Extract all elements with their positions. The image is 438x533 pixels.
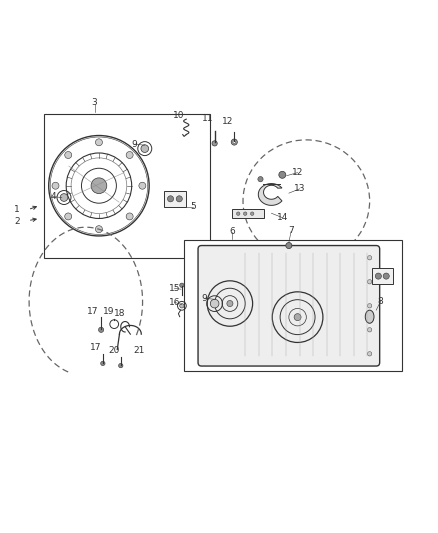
Text: 9: 9 [131,140,137,149]
Text: 14: 14 [277,213,288,222]
Circle shape [367,352,372,356]
Text: 2: 2 [14,217,20,226]
Circle shape [176,196,182,202]
Text: 1: 1 [14,205,20,214]
Circle shape [139,182,146,189]
Circle shape [286,243,292,248]
Ellipse shape [365,310,374,323]
Circle shape [212,141,217,146]
Text: 21: 21 [134,346,145,355]
Text: 9: 9 [202,294,208,303]
Polygon shape [258,183,282,205]
Circle shape [227,301,233,306]
Circle shape [375,273,381,279]
Circle shape [126,151,133,158]
Circle shape [180,304,184,308]
Text: 6: 6 [229,227,235,236]
Text: 10: 10 [173,111,184,120]
Text: 15: 15 [169,284,180,293]
Circle shape [91,178,107,193]
FancyBboxPatch shape [164,190,186,207]
Circle shape [367,304,372,308]
Text: 18: 18 [114,309,125,318]
Text: 11: 11 [201,114,213,123]
Circle shape [141,145,148,152]
Text: 17: 17 [87,306,98,316]
Circle shape [99,327,104,333]
Circle shape [126,213,133,220]
Circle shape [383,273,389,279]
Circle shape [60,193,68,201]
FancyBboxPatch shape [184,240,403,372]
Text: 12: 12 [222,117,233,126]
FancyBboxPatch shape [232,209,264,219]
Circle shape [180,283,184,287]
Text: 7: 7 [288,226,294,235]
Circle shape [251,212,254,215]
Circle shape [65,151,72,158]
Text: 5: 5 [190,202,196,211]
Text: 16: 16 [169,298,180,307]
Circle shape [279,171,286,179]
Circle shape [258,176,263,182]
Circle shape [244,212,247,215]
Circle shape [231,139,237,145]
Circle shape [233,141,236,143]
Text: 20: 20 [109,346,120,355]
Text: 13: 13 [294,184,306,193]
Text: 4: 4 [50,192,56,201]
Circle shape [367,328,372,332]
Circle shape [119,364,123,368]
Text: 3: 3 [92,98,97,107]
Circle shape [167,196,173,202]
Circle shape [210,300,219,308]
Text: 17: 17 [90,343,102,352]
FancyBboxPatch shape [372,268,393,284]
Text: 8: 8 [378,297,383,306]
Circle shape [237,212,240,215]
Circle shape [367,280,372,284]
Circle shape [52,182,59,189]
Circle shape [101,361,105,366]
Text: 12: 12 [292,168,303,177]
Circle shape [367,256,372,260]
FancyBboxPatch shape [198,246,380,366]
Circle shape [65,213,72,220]
Circle shape [294,313,301,321]
Circle shape [95,139,102,146]
Text: 19: 19 [103,308,115,317]
FancyBboxPatch shape [44,114,210,258]
Circle shape [95,225,102,232]
